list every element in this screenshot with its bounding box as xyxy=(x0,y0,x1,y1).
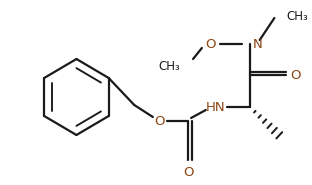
Text: CH₃: CH₃ xyxy=(158,60,180,73)
Text: O: O xyxy=(183,166,193,179)
Text: N: N xyxy=(253,38,263,51)
Text: O: O xyxy=(205,38,216,51)
Text: O: O xyxy=(154,115,165,127)
Text: CH₃: CH₃ xyxy=(286,9,308,23)
Text: O: O xyxy=(291,68,301,82)
Text: HN: HN xyxy=(206,100,225,114)
